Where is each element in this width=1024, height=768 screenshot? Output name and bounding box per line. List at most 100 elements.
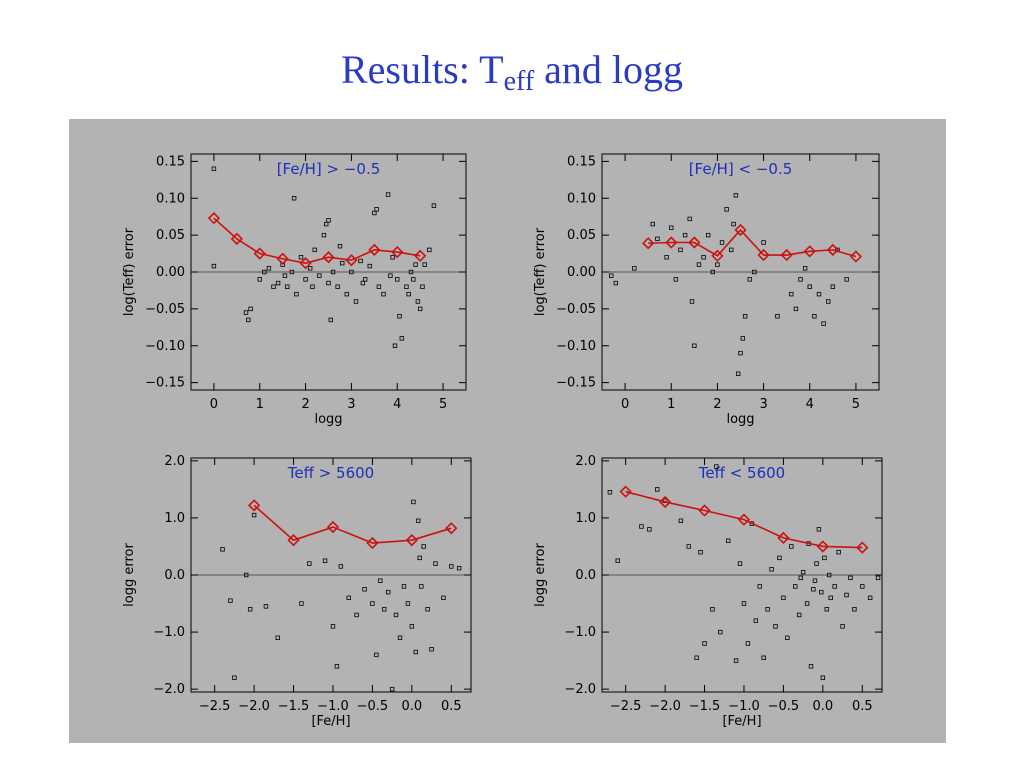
data-point <box>409 624 415 629</box>
y-tick-label: 0.05 <box>567 228 596 243</box>
data-point <box>609 273 614 278</box>
data-point <box>740 336 746 341</box>
data-point <box>415 299 421 304</box>
data-point <box>322 558 328 563</box>
data-point <box>814 561 819 566</box>
trend-marker <box>207 212 221 225</box>
data-point <box>655 487 660 492</box>
data-point <box>613 280 619 286</box>
data-point <box>731 221 736 227</box>
data-point <box>228 598 233 603</box>
data-point <box>399 336 405 341</box>
data-point <box>378 578 383 583</box>
data-point <box>251 512 257 518</box>
data-point <box>832 584 837 589</box>
data-point <box>647 527 652 532</box>
x-tick-label: 1 <box>667 397 675 412</box>
data-point <box>326 218 331 223</box>
data-point <box>696 262 702 267</box>
data-point <box>390 255 395 260</box>
trend-line <box>253 504 452 544</box>
data-point <box>816 291 822 297</box>
y-axis-title: logg error <box>533 543 548 607</box>
data-point <box>324 221 329 227</box>
data-point <box>413 262 418 267</box>
data-point <box>389 686 395 692</box>
trend-marker <box>287 534 300 547</box>
data-point <box>735 371 741 376</box>
y-tick-label: 0.15 <box>567 154 596 169</box>
data-point <box>413 649 418 655</box>
data-point <box>337 243 343 249</box>
x-tick-label: 1 <box>256 397 264 412</box>
x-tick-label: 4 <box>806 397 814 412</box>
x-tick-label: −2.5 <box>199 699 231 714</box>
data-point <box>362 277 368 282</box>
data-point <box>422 262 427 267</box>
data-point <box>828 595 833 601</box>
data-point <box>335 284 340 289</box>
data-point <box>262 269 267 275</box>
data-point <box>860 584 865 589</box>
data-point <box>785 635 790 640</box>
y-tick-label: 0.10 <box>567 191 596 206</box>
data-point <box>420 284 425 289</box>
data-point <box>232 675 237 680</box>
data-point <box>650 221 655 227</box>
trend-marker <box>777 531 790 545</box>
data-point <box>334 664 340 669</box>
data-point <box>385 192 391 197</box>
data-point <box>429 646 434 652</box>
data-point <box>701 255 706 260</box>
data-point <box>395 277 400 282</box>
data-point <box>298 255 304 260</box>
data-point <box>271 284 276 289</box>
chart-top-right: 0.15 0.10 0.05 0.00 −0.05 −0.10 −0.15 0 1 2 3 4 5 log… <box>533 153 880 427</box>
data-point <box>714 464 719 469</box>
data-point <box>824 607 829 612</box>
data-point <box>211 263 217 269</box>
data-point <box>738 350 743 356</box>
trend-marker <box>734 223 747 237</box>
data-point <box>819 589 824 595</box>
trend-marker <box>757 248 770 262</box>
data-point <box>321 232 327 238</box>
y-axis-title: log(Teff) error <box>533 227 548 316</box>
data-point <box>793 584 798 589</box>
data-point <box>729 247 734 253</box>
data-point <box>719 240 725 245</box>
data-point <box>793 306 799 312</box>
data-point <box>826 299 831 304</box>
trend-marker <box>826 243 839 257</box>
data-point <box>441 595 446 601</box>
data-point <box>757 584 762 589</box>
data-point <box>800 569 806 575</box>
data-point <box>370 601 375 606</box>
x-axis-title: logg <box>314 412 342 427</box>
y-tick-label: 1.0 <box>575 511 596 526</box>
data-point <box>765 607 770 612</box>
data-point <box>406 291 411 297</box>
data-point <box>353 299 359 304</box>
data-point <box>346 595 351 601</box>
data-point <box>678 247 683 253</box>
data-point <box>326 280 331 286</box>
data-point <box>821 321 826 326</box>
x-tick-label: 4 <box>393 397 401 412</box>
x-tick-label: 3 <box>759 397 767 412</box>
data-point <box>393 612 399 618</box>
data-point <box>330 624 336 629</box>
data-point <box>374 652 379 658</box>
data-point <box>692 343 697 348</box>
data-point <box>686 544 691 549</box>
data-point <box>811 587 816 592</box>
x-tick-label: −1.5 <box>278 699 310 714</box>
data-point <box>715 262 720 267</box>
data-point <box>385 589 391 595</box>
data-point <box>632 266 637 271</box>
data-point <box>678 518 684 523</box>
data-point <box>330 269 336 275</box>
data-point <box>781 595 786 601</box>
y-tick-label: 1.0 <box>164 511 185 526</box>
trend-marker <box>253 247 266 260</box>
